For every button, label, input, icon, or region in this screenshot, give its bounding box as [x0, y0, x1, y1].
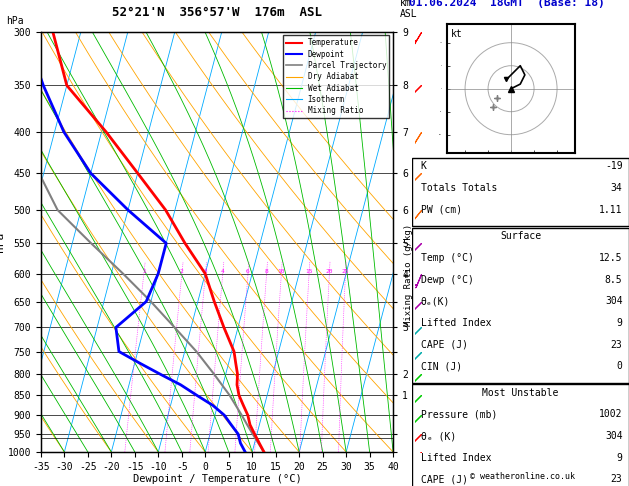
Text: 1: 1: [142, 269, 146, 275]
Text: Lifted Index: Lifted Index: [421, 318, 491, 328]
Text: 10: 10: [277, 269, 285, 275]
Text: Pressure (mb): Pressure (mb): [421, 409, 497, 419]
Text: 9: 9: [616, 318, 623, 328]
Text: 4: 4: [221, 269, 225, 275]
Text: 304: 304: [605, 431, 623, 441]
Text: K: K: [421, 161, 426, 172]
Text: 01.06.2024  18GMT  (Base: 18): 01.06.2024 18GMT (Base: 18): [409, 0, 604, 8]
Text: CAPE (J): CAPE (J): [421, 340, 468, 349]
Text: Surface: Surface: [500, 231, 541, 242]
Text: θₑ (K): θₑ (K): [421, 431, 456, 441]
Text: 304: 304: [605, 296, 623, 306]
Text: 6: 6: [246, 269, 250, 275]
Text: PW (cm): PW (cm): [421, 205, 462, 215]
Text: 25: 25: [342, 269, 349, 275]
Text: km
ASL: km ASL: [399, 0, 417, 19]
Text: Totals Totals: Totals Totals: [421, 183, 497, 193]
Text: 9: 9: [616, 453, 623, 463]
Text: -19: -19: [605, 161, 623, 172]
Text: CIN (J): CIN (J): [421, 361, 462, 371]
Text: kt: kt: [450, 30, 462, 39]
Text: 12.5: 12.5: [599, 253, 623, 263]
Legend: Temperature, Dewpoint, Parcel Trajectory, Dry Adiabat, Wet Adiabat, Isotherm, Mi: Temperature, Dewpoint, Parcel Trajectory…: [283, 35, 389, 118]
Text: 23: 23: [611, 340, 623, 349]
Text: 23: 23: [611, 474, 623, 485]
Text: Most Unstable: Most Unstable: [482, 388, 559, 398]
Text: © weatheronline.co.uk: © weatheronline.co.uk: [470, 472, 574, 481]
X-axis label: Dewpoint / Temperature (°C): Dewpoint / Temperature (°C): [133, 474, 301, 485]
Text: hPa: hPa: [6, 16, 24, 26]
Text: Temp (°C): Temp (°C): [421, 253, 474, 263]
Text: CAPE (J): CAPE (J): [421, 474, 468, 485]
Text: 8.5: 8.5: [605, 275, 623, 285]
Text: Dewp (°C): Dewp (°C): [421, 275, 474, 285]
Bar: [412, 384, 629, 486]
Text: Lifted Index: Lifted Index: [421, 453, 491, 463]
Text: 15: 15: [305, 269, 313, 275]
Bar: [412, 158, 629, 226]
Text: θₑ(K): θₑ(K): [421, 296, 450, 306]
Text: 8: 8: [265, 269, 269, 275]
Text: Mixing Ratio (g/kg): Mixing Ratio (g/kg): [404, 225, 413, 327]
Text: 0: 0: [616, 361, 623, 371]
Text: 1.11: 1.11: [599, 205, 623, 215]
Text: 34: 34: [611, 183, 623, 193]
Text: 52°21'N  356°57'W  176m  ASL: 52°21'N 356°57'W 176m ASL: [112, 6, 322, 19]
Text: 20: 20: [326, 269, 333, 275]
Y-axis label: hPa: hPa: [0, 232, 5, 252]
Text: 2: 2: [180, 269, 184, 275]
Text: 1002: 1002: [599, 409, 623, 419]
Bar: [412, 228, 629, 383]
Text: 3: 3: [204, 269, 207, 275]
